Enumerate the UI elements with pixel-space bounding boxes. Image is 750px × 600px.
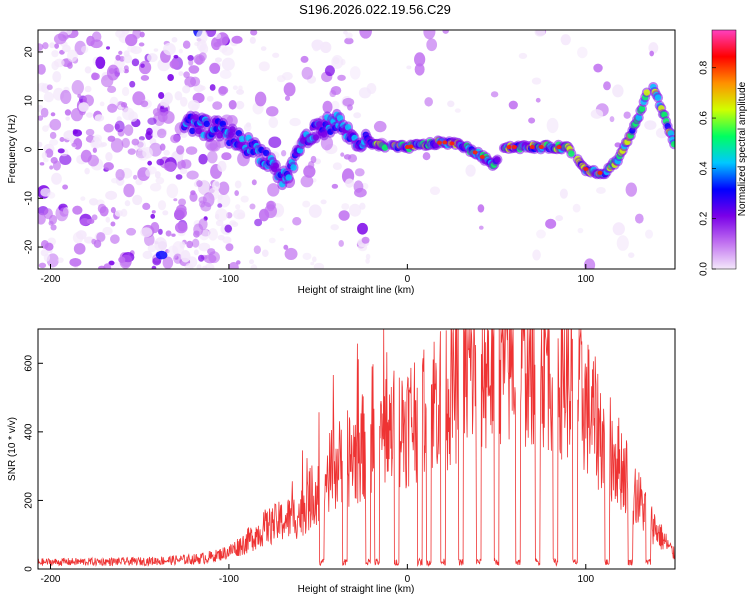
spectrogram-y-axis-label: Frequency (Hz) xyxy=(7,115,18,184)
y-tick-label: -10 xyxy=(24,191,35,206)
y-tick-label: 0 xyxy=(24,566,35,572)
x-tick-label: -100 xyxy=(219,274,239,285)
snr-frame xyxy=(37,328,676,570)
colorbar-tick-label: 0.2 xyxy=(699,211,710,225)
colorbar-gradient xyxy=(711,29,737,270)
y-tick-label: -20 xyxy=(24,239,35,254)
x-tick-label: 0 xyxy=(405,574,411,585)
x-tick-label: -200 xyxy=(40,574,60,585)
y-tick-label: 400 xyxy=(24,423,35,440)
colorbar-tick-label: 0.0 xyxy=(699,262,710,276)
spectrogram-heatmap xyxy=(38,30,675,269)
x-tick-label: 100 xyxy=(577,274,594,285)
x-tick-label: -200 xyxy=(40,274,60,285)
spectrogram-y-ticks: -20 -10 0 10 20 xyxy=(24,46,43,254)
y-tick-label: 600 xyxy=(24,355,35,372)
snr-series-line xyxy=(38,329,675,567)
x-tick-label: 100 xyxy=(577,574,594,585)
spectrogram-x-axis-label: Height of straight line (km) xyxy=(298,285,415,296)
x-tick-label: -100 xyxy=(219,574,239,585)
y-tick-label: 20 xyxy=(24,46,35,58)
y-tick-label: 0 xyxy=(24,146,35,152)
colorbar-tick-label: 0.6 xyxy=(699,111,710,125)
spectrogram-x-ticks: -200 -100 0 100 xyxy=(40,264,595,285)
y-tick-label: 10 xyxy=(24,95,35,107)
chart-title: S196.2026.022.19.56.C29 xyxy=(299,2,451,17)
colorbar: 0.0 0.2 0.4 0.6 0.8 Normalized spectral ampl… xyxy=(699,29,748,276)
snr-y-ticks: 0 200 400 600 xyxy=(24,355,43,572)
colorbar-tick-label: 0.8 xyxy=(699,60,710,74)
colorbar-ticks: 0.0 0.2 0.4 0.6 0.8 xyxy=(699,60,716,276)
snr-x-axis-label: Height of straight line (km) xyxy=(298,584,415,595)
colorbar-tick-label: 0.4 xyxy=(699,161,710,175)
snr-panel: -200 -100 0 100 0 200 400 600 Height of straig… xyxy=(7,328,676,595)
colorbar-label: Normalized spectral amplitude xyxy=(737,81,748,216)
y-tick-label: 200 xyxy=(24,492,35,509)
snr-x-ticks: -200 -100 0 100 xyxy=(40,564,595,585)
x-tick-label: 0 xyxy=(405,274,411,285)
snr-y-axis-label: SNR (10 * v/v) xyxy=(7,417,18,481)
